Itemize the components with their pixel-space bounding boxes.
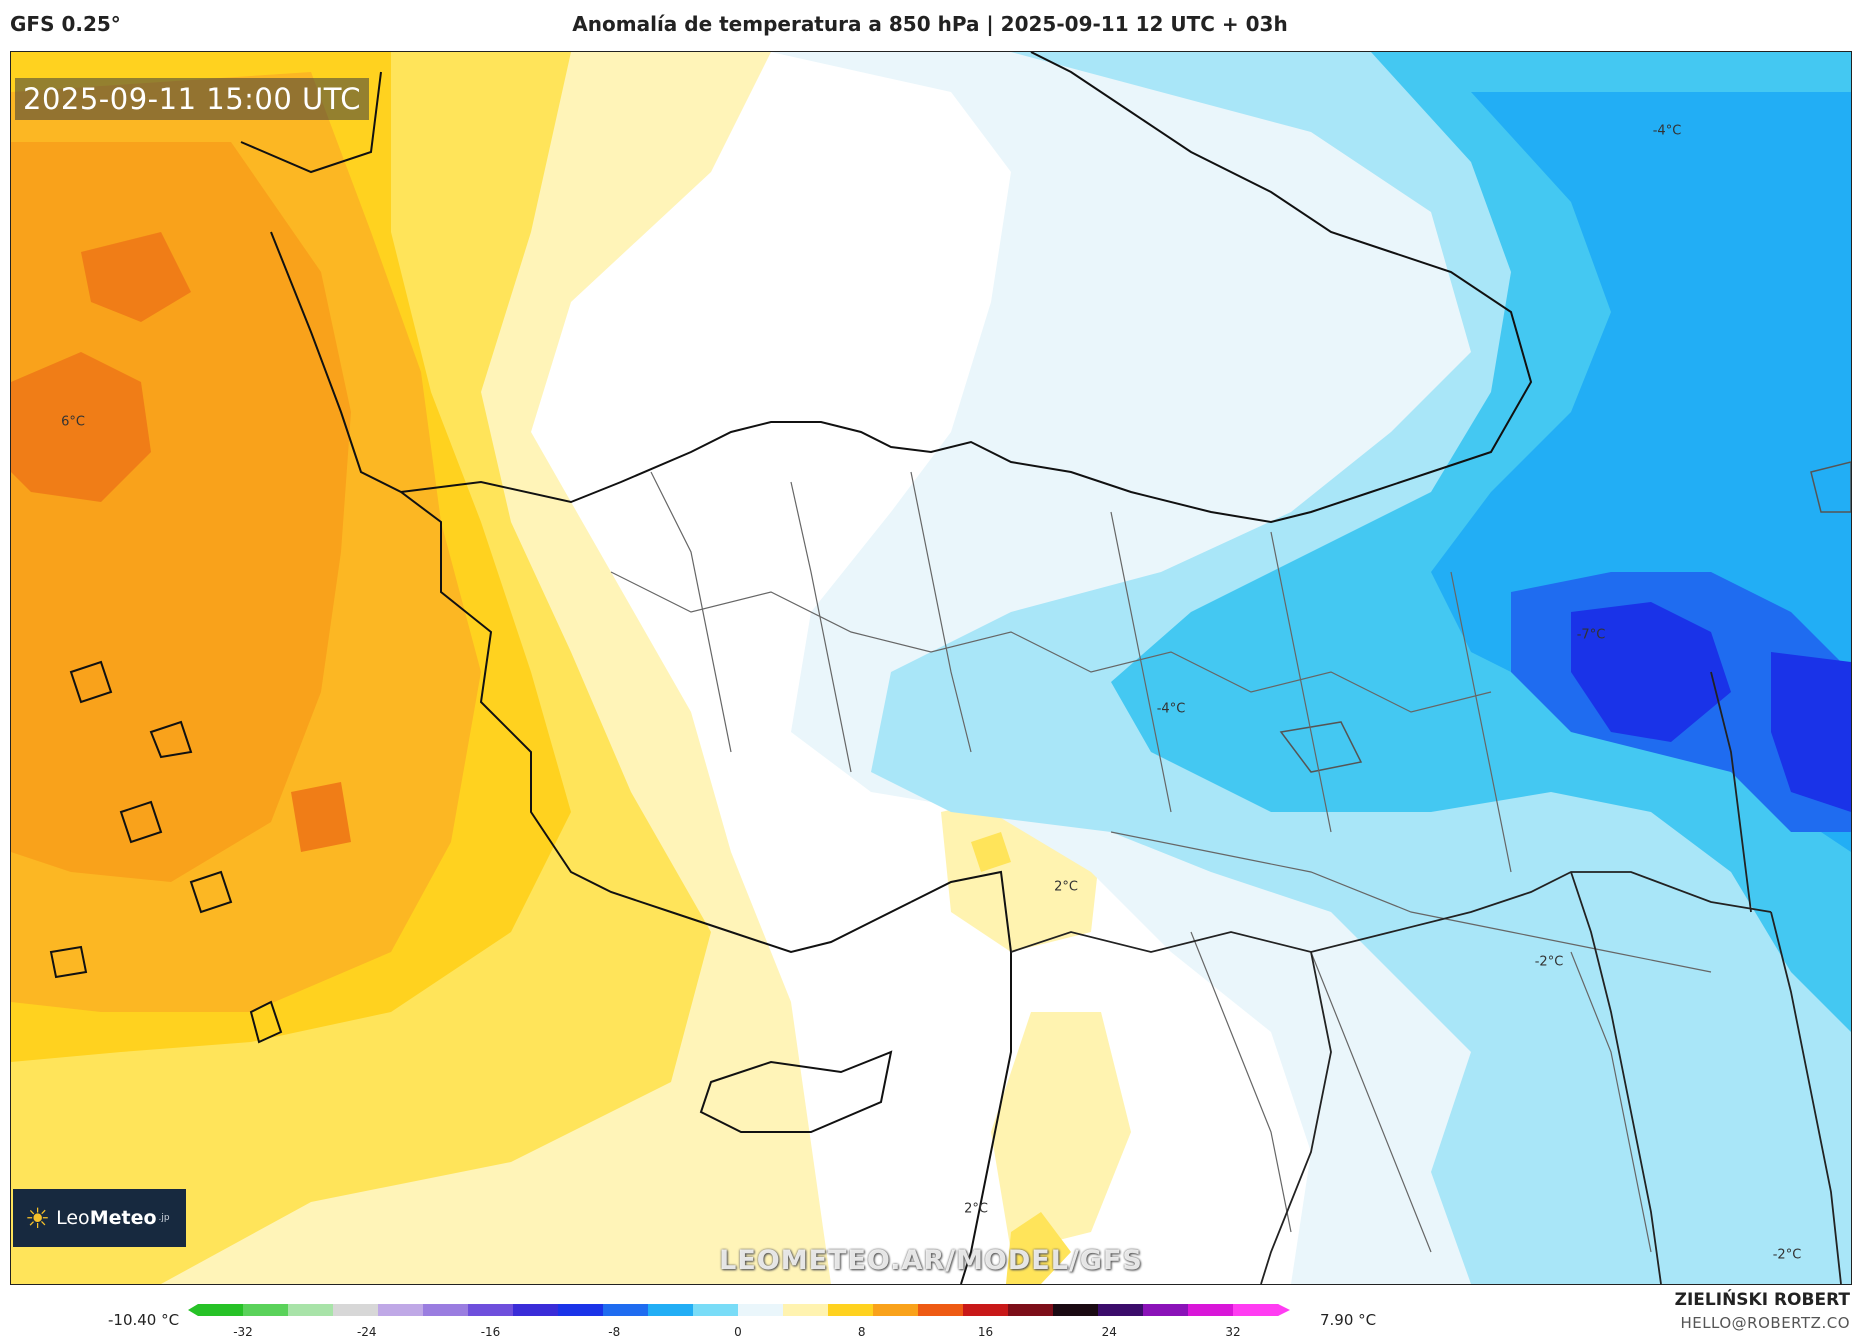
- timestamp-badge: 2025-09-11 15:00 UTC: [15, 78, 370, 120]
- sun-icon: ☀: [25, 1201, 51, 1235]
- colorbar-segment: [603, 1304, 649, 1316]
- contour-label-minus2-east: -2°C: [1534, 954, 1564, 970]
- colorbar-tick-label: 0: [734, 1325, 742, 1339]
- contour-label-2-north: 2°C: [1054, 879, 1078, 895]
- contour-label-6: 6°C: [61, 414, 85, 430]
- contour-label-minus2-se: -2°C: [1772, 1247, 1802, 1263]
- author-name: ZIELIŃSKI ROBERT: [1674, 1290, 1850, 1310]
- logo-suffix: .jp: [158, 1213, 170, 1223]
- legend-max-label: 7.90 °C: [1320, 1311, 1377, 1329]
- colorbar-segment: [513, 1304, 559, 1316]
- colorbar-segment: [288, 1304, 334, 1316]
- author-email: HELLO@ROBERTZ.CO: [1680, 1314, 1850, 1332]
- colorbar-tick-label: 32: [1225, 1325, 1241, 1339]
- contour-label-2-south: 2°C: [964, 1201, 988, 1217]
- page-title: Anomalía de temperatura a 850 hPa | 2025…: [572, 12, 1288, 36]
- colorbar-segment: [738, 1304, 784, 1316]
- colorbar-segment: [1053, 1304, 1099, 1316]
- colorbar-tick-label: -24: [356, 1325, 377, 1339]
- legend-min-label: -10.40 °C: [108, 1311, 180, 1329]
- colorbar-arrow-right: [1278, 1304, 1290, 1316]
- colorbar-segment: [558, 1304, 604, 1316]
- colorbar-segment: [1143, 1304, 1189, 1316]
- colorbar-segment: [198, 1304, 244, 1316]
- leometeo-logo: ☀ Leo Meteo .jp: [13, 1189, 186, 1247]
- map-frame: 6°C -4°C -7°C -4°C 2°C -2°C 2°C -2°C 202…: [10, 51, 1852, 1285]
- colorbar-tick-label: -8: [608, 1325, 621, 1339]
- colorbar-segment: [648, 1304, 694, 1316]
- colorbar-tick-label: -32: [233, 1325, 253, 1339]
- colorbar-segment: [378, 1304, 424, 1316]
- logo-text-bold: Meteo: [89, 1207, 157, 1229]
- colorbar-segment: [1233, 1304, 1279, 1316]
- colorbar-tick-label: 8: [857, 1325, 866, 1339]
- colorbar-segment: [693, 1304, 739, 1316]
- colorbar-segment: [243, 1304, 289, 1316]
- colorbar-segment: [963, 1304, 1009, 1316]
- colorbar-segment: [873, 1304, 919, 1316]
- model-label: GFS 0.25°: [10, 12, 121, 36]
- colorbar-arrow-left: [188, 1304, 198, 1316]
- colorbar-segment: [918, 1304, 964, 1316]
- colorbar-segment: [1188, 1304, 1234, 1316]
- colorbar-tick-label: 24: [1101, 1325, 1117, 1339]
- colorbar-segment: [333, 1304, 379, 1316]
- contour-label-minus4-ne: -4°C: [1652, 123, 1682, 139]
- colorbar: [188, 1300, 1308, 1324]
- colorbar-segment: [468, 1304, 514, 1316]
- contour-label-minus7: -7°C: [1576, 627, 1606, 643]
- contour-label-minus4-center: -4°C: [1156, 701, 1186, 717]
- watermark: LEOMETEO.AR/MODEL/GFS: [719, 1245, 1143, 1276]
- colorbar-segment: [1008, 1304, 1054, 1316]
- colorbar-tick-label: 16: [977, 1325, 994, 1339]
- colorbar-segment: [783, 1304, 829, 1316]
- colorbar-gradient: [188, 1304, 1290, 1316]
- logo-text-light: Leo: [56, 1207, 90, 1229]
- temperature-anomaly-map: [11, 52, 1851, 1284]
- colorbar-tick-label: -16: [480, 1325, 501, 1339]
- colorbar-segment: [423, 1304, 469, 1316]
- colorbar-segment: [1098, 1304, 1144, 1316]
- colorbar-segment: [828, 1304, 874, 1316]
